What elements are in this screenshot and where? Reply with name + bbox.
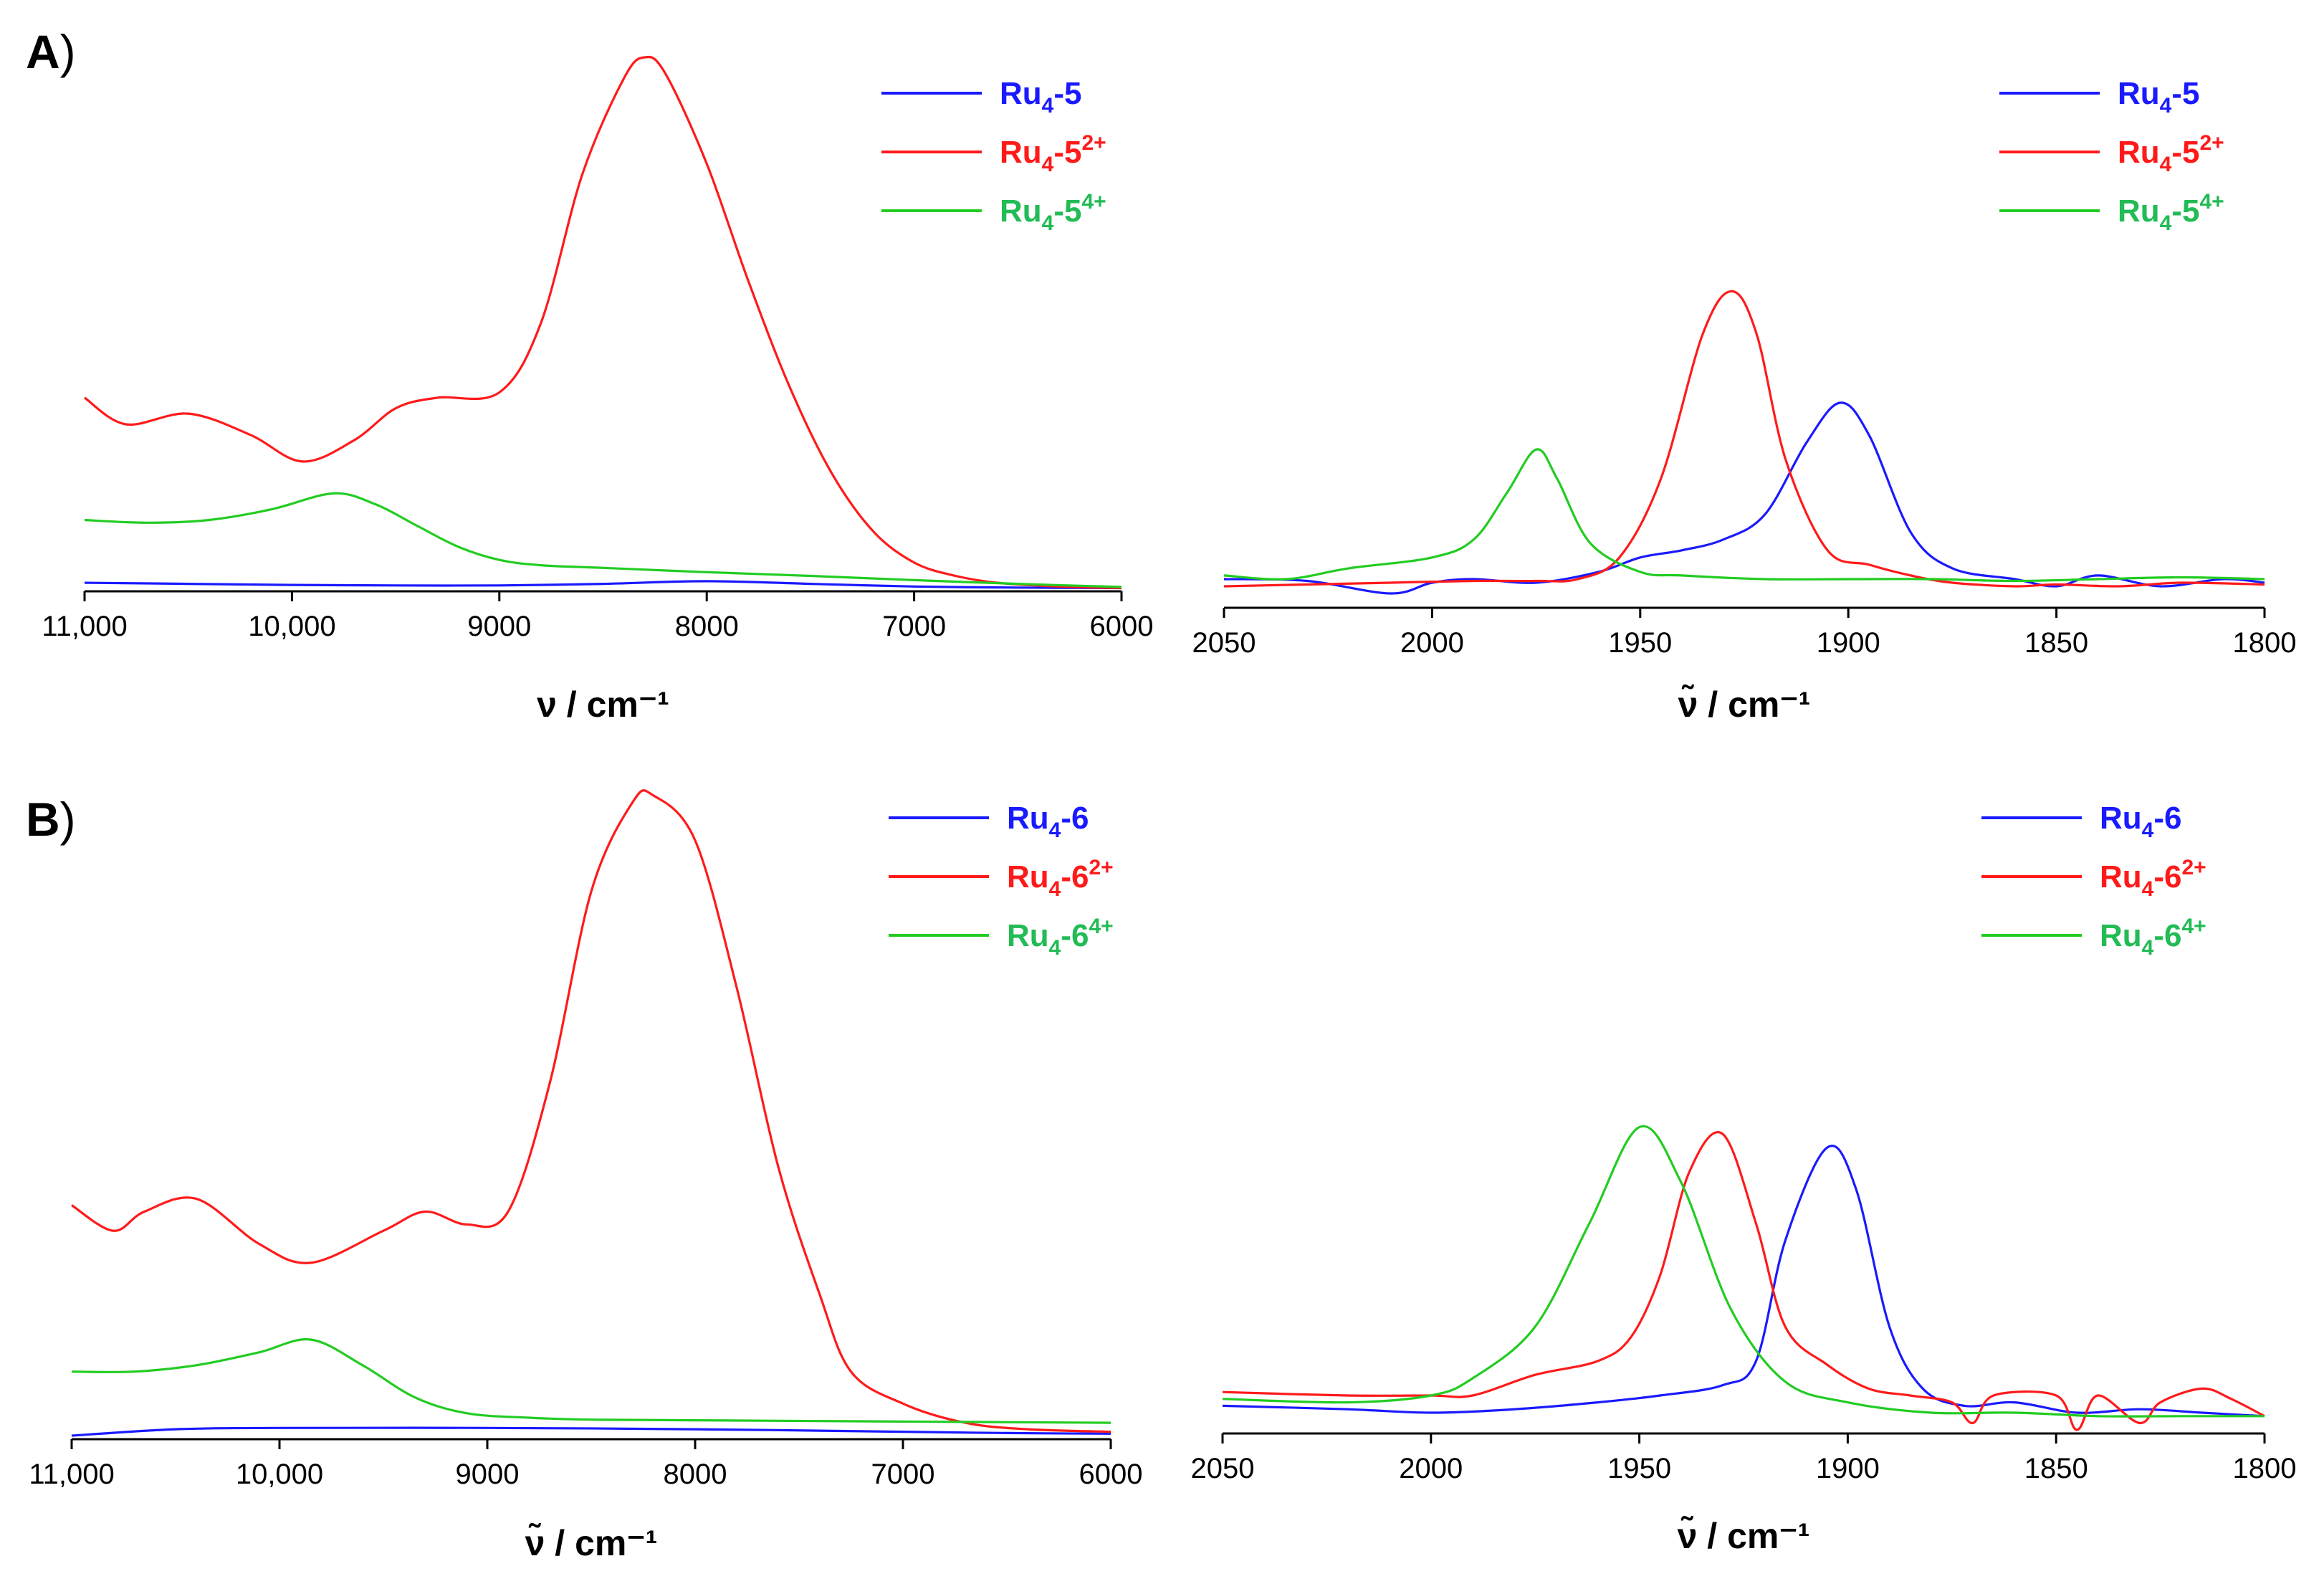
x-tick-label: 1850	[2024, 627, 2088, 659]
x-tick-label: 1900	[1817, 627, 1880, 659]
legend-label-blue: Ru4-6	[1007, 801, 1089, 842]
x-tick-label: 9000	[456, 1459, 520, 1490]
series-line-green	[84, 492, 1122, 588]
x-tick-label: 2000	[1400, 627, 1464, 659]
x-axis-title: ν̃ / cm⁻¹	[1678, 684, 1811, 725]
x-tick-label: 8000	[664, 1459, 727, 1490]
x-tick-label: 10,000	[236, 1459, 323, 1490]
series-line-red	[71, 789, 1111, 1433]
x-tick-label: 6000	[1079, 1459, 1143, 1490]
x-axis-title: ν̃ / cm⁻¹	[1678, 1516, 1810, 1556]
series-line-red	[84, 55, 1122, 590]
x-tick-label: 1800	[2233, 1453, 2297, 1484]
x-tick-label: 1900	[1816, 1453, 1880, 1484]
x-tick-label: 1800	[2233, 627, 2297, 659]
legend-label-green: Ru4-64+	[1007, 915, 1114, 960]
legend-label-red: Ru4-52+	[2118, 131, 2224, 176]
x-tick-label: 2050	[1191, 1453, 1255, 1484]
legend-label-blue: Ru4-5	[2118, 76, 2199, 118]
legend-label-blue: Ru4-6	[2100, 801, 2181, 842]
panel-a-letter: A	[26, 25, 60, 78]
panel-label-b: B)	[26, 793, 76, 846]
x-tick-label: 9000	[467, 611, 531, 642]
series-line-green	[1223, 448, 2265, 583]
x-tick-label: 2000	[1399, 1453, 1463, 1484]
series-line-red	[1222, 1131, 2265, 1431]
panel-b-paren: )	[60, 793, 76, 846]
panel-b-letter: B	[26, 793, 60, 846]
x-tick-label: 2050	[1192, 627, 1256, 659]
series-line-green	[1222, 1125, 2265, 1418]
x-tick-label: 7000	[871, 1459, 935, 1490]
x-tick-label: 11,000	[42, 611, 127, 642]
legend-label-green: Ru4-54+	[2118, 190, 2224, 235]
chart-a-left: 11,000 10,000 9000 8000 7000 6000 ν / cm⁻¹ Ru4-…	[42, 55, 1154, 725]
x-tick-label: 10,000	[248, 611, 335, 642]
series-line-green	[71, 1338, 1111, 1424]
chart-b-left: 11,000 10,000 9000 8000 7000 6000 ν̃ / cm⁻¹ Ru4…	[29, 789, 1143, 1563]
series-line-red	[1223, 290, 2265, 588]
x-tick-label: 11,000	[29, 1459, 114, 1490]
series-line-blue	[1222, 1145, 2265, 1418]
panel-a-paren: )	[60, 25, 76, 78]
legend-label-red: Ru4-62+	[2100, 856, 2206, 901]
chart-a-right: 2050 2000 1950 1900 1850 1800 ν̃ / cm⁻¹ Ru4-5 Ru…	[1192, 76, 2297, 725]
x-axis-title: ν / cm⁻¹	[537, 684, 669, 725]
x-tick-label: 7000	[882, 611, 946, 642]
panel-label-a: A)	[26, 25, 76, 78]
x-tick-label: 6000	[1090, 611, 1154, 642]
legend-label-red: Ru4-62+	[1007, 856, 1114, 901]
x-tick-label: 1950	[1607, 1453, 1671, 1484]
legend-label-blue: Ru4-5	[1000, 76, 1081, 118]
x-axis-title: ν̃ / cm⁻¹	[525, 1523, 658, 1563]
x-tick-label: 8000	[675, 611, 739, 642]
chart-b-right: 2050 2000 1950 1900 1850 1800 ν̃ / cm⁻¹ Ru4-6 Ru…	[1191, 801, 2297, 1556]
legend-label-green: Ru4-54+	[1000, 190, 1106, 235]
series-line-blue	[71, 1426, 1111, 1437]
x-tick-label: 1850	[2024, 1453, 2088, 1484]
legend-label-red: Ru4-52+	[1000, 131, 1106, 176]
series-line-blue	[84, 580, 1122, 590]
x-tick-label: 1950	[1608, 627, 1672, 659]
legend-label-green: Ru4-64+	[2100, 915, 2206, 960]
